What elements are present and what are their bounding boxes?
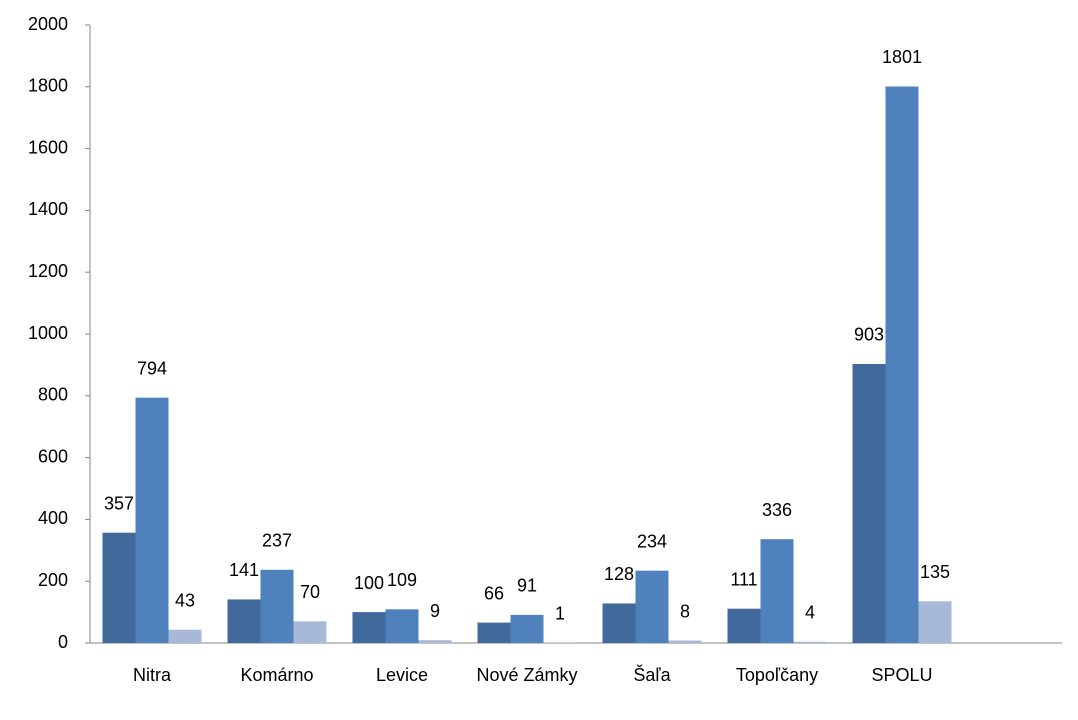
data-label: 70: [300, 582, 320, 602]
data-label: 1: [555, 603, 565, 623]
bar: [227, 599, 261, 643]
bar: [635, 570, 669, 643]
data-label: 109: [387, 570, 417, 590]
bar: [793, 641, 827, 643]
x-tick-label: Topoľčany: [736, 665, 818, 685]
data-label: 4: [805, 603, 815, 623]
bar: [477, 622, 511, 643]
bar: [760, 539, 794, 643]
data-label: 91: [517, 576, 537, 596]
y-tick-label: 600: [38, 446, 68, 466]
bar: [385, 609, 419, 643]
bar: [918, 601, 952, 643]
data-label: 8: [680, 601, 690, 621]
y-tick-label: 800: [38, 385, 68, 405]
y-tick-label: 1400: [28, 199, 68, 219]
bar: [727, 608, 761, 643]
y-tick-label: 1600: [28, 137, 68, 157]
x-tick-label: Nitra: [133, 665, 172, 685]
y-tick-label: 1000: [28, 323, 68, 343]
bar: [352, 612, 386, 643]
data-label: 9: [430, 601, 440, 621]
data-label: 111: [730, 569, 757, 589]
bar: [885, 86, 919, 644]
x-tick-label: Komárno: [240, 665, 313, 685]
bar: [168, 629, 202, 643]
data-label: 1801: [882, 47, 922, 67]
data-label: 100: [354, 573, 384, 593]
bar: [135, 397, 169, 643]
data-label: 357: [104, 493, 134, 513]
bar: [418, 640, 452, 643]
y-tick-label: 1800: [28, 76, 68, 96]
data-label: 903: [854, 325, 884, 345]
bar: [602, 603, 636, 643]
data-label: 135: [920, 562, 950, 582]
data-label: 234: [637, 531, 667, 551]
y-tick-label: 400: [38, 508, 68, 528]
x-tick-label: Nové Zámky: [476, 665, 577, 685]
data-label: 794: [137, 358, 167, 378]
bar: [852, 363, 886, 643]
bar: [510, 614, 544, 643]
bar: [102, 532, 136, 643]
data-label: 336: [762, 500, 792, 520]
x-tick-label: Levice: [376, 665, 428, 685]
data-label: 128: [604, 564, 634, 584]
y-tick-label: 1200: [28, 261, 68, 281]
data-label: 43: [175, 590, 195, 610]
y-tick-label: 2000: [28, 14, 68, 34]
y-tick-label: 200: [38, 570, 68, 590]
bar: [668, 640, 702, 643]
bar: [293, 621, 327, 643]
y-tick-label: 0: [58, 632, 68, 652]
bar: [260, 569, 294, 643]
data-label: 237: [262, 531, 292, 551]
x-tick-label: SPOLU: [871, 665, 932, 685]
x-tick-label: Šaľa: [633, 664, 671, 685]
data-label: 141: [229, 560, 259, 580]
data-label: 66: [484, 583, 504, 603]
